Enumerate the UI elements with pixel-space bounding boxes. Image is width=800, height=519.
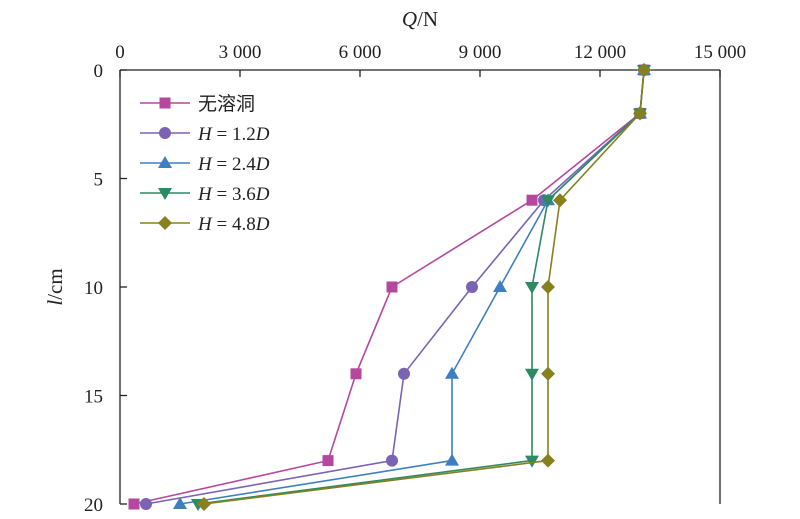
x-tick-label: 0: [115, 42, 125, 63]
data-point: [541, 453, 555, 468]
legend-label: H = 3.6D: [197, 184, 270, 205]
data-point: [541, 195, 555, 208]
x-axis-title: Q/N: [402, 7, 438, 31]
data-point: [445, 366, 459, 379]
data-point: [633, 106, 647, 121]
data-point: [466, 281, 478, 293]
legend-marker: [159, 127, 171, 139]
legend-label: H = 2.4D: [197, 154, 270, 175]
x-tick-label: 9 000: [459, 42, 502, 63]
data-point: [493, 280, 507, 292]
data-point: [553, 193, 567, 208]
series-4: [197, 63, 651, 511]
data-point: [398, 367, 410, 380]
data-point: [526, 194, 538, 206]
x-tick-label: 15 000: [694, 42, 746, 63]
legend: 无溶洞 H = 1.2D H = 2.4D H = 3.6D H = 4.8D: [140, 93, 270, 235]
y-tick-label: 0: [94, 61, 104, 82]
x-tick-label: 3 000: [219, 42, 262, 63]
legend-label: H = 1.2D: [197, 124, 270, 145]
legend-label: H = 4.8D: [197, 214, 270, 235]
data-point: [322, 455, 334, 467]
data-point: [386, 454, 398, 467]
legend-label: 无溶洞: [198, 93, 255, 115]
legend-marker: [158, 156, 172, 168]
legend-marker: [159, 97, 171, 109]
y-axis-title: l/cm: [43, 268, 67, 305]
legend-marker: [158, 216, 172, 230]
legend-item-1: H = 1.2D: [140, 124, 270, 145]
y-tick-label: 15: [84, 387, 103, 408]
legend-item-2: H = 2.4D: [140, 154, 270, 175]
data-point: [525, 282, 539, 294]
data-point: [128, 498, 140, 510]
axes: 0 3 000 6 000 9 000 12 000 15 000 0 5 10 15 20 Q/N l…: [43, 7, 746, 516]
series-line: [203, 69, 645, 505]
data-point: [445, 453, 459, 466]
data-point: [386, 281, 398, 293]
y-tick-label: 20: [84, 495, 103, 516]
y-tick-label: 10: [84, 278, 103, 299]
legend-item-3: H = 3.6D: [140, 184, 270, 205]
x-tick-label: 6 000: [339, 42, 382, 63]
x-tick-label: 12 000: [574, 42, 626, 63]
data-point: [525, 368, 539, 381]
data-point: [140, 498, 152, 510]
data-point: [197, 497, 211, 511]
data-point: [173, 497, 187, 509]
legend-marker: [158, 188, 172, 200]
data-point: [541, 366, 555, 381]
data-point: [541, 280, 555, 294]
data-point: [525, 455, 539, 468]
legend-item-4: H = 4.8D: [140, 214, 270, 235]
data-point: [637, 63, 651, 77]
y-tick-label: 5: [94, 170, 104, 191]
data-point: [350, 368, 362, 380]
legend-item-0: 无溶洞: [140, 93, 255, 115]
series-layer: [128, 63, 651, 511]
